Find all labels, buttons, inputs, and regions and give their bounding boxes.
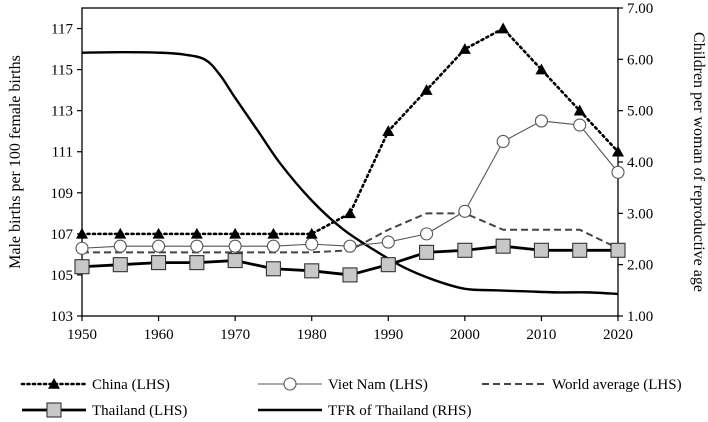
data-point	[305, 237, 319, 251]
right-tick-label: 4.00	[627, 155, 653, 171]
data-point	[189, 255, 205, 271]
right-tick-label: 7.00	[627, 1, 653, 17]
data-point	[457, 242, 473, 258]
legend-marker	[283, 377, 297, 391]
left-tick-label: 111	[52, 145, 73, 161]
data-point	[152, 239, 166, 253]
data-point	[573, 104, 586, 116]
data-point	[420, 227, 434, 241]
series-viet-nam-lhs	[75, 114, 625, 255]
data-point	[75, 241, 89, 255]
x-tick-label: 2010	[526, 327, 556, 343]
data-point	[612, 145, 624, 157]
x-tick-label: 1990	[373, 327, 403, 343]
legend-marker	[46, 402, 62, 418]
series-line	[81, 50, 619, 296]
data-point	[267, 227, 280, 239]
right-tick-label: 6.00	[627, 52, 653, 68]
data-point	[113, 239, 127, 253]
data-point	[533, 242, 549, 258]
data-point	[152, 227, 165, 239]
legend-item: China (LHS)	[20, 377, 170, 393]
legend-item: Viet Nam (LHS)	[258, 377, 428, 393]
left-tick-label: 109	[51, 186, 74, 202]
data-point	[420, 84, 433, 95]
data-point	[458, 204, 472, 218]
legend-label: Viet Nam (LHS)	[328, 377, 428, 393]
left-tick-label: 103	[51, 309, 74, 325]
right-tick-label: 2.00	[627, 258, 653, 274]
legend-item: World average (LHS)	[482, 377, 682, 393]
data-point	[151, 255, 167, 271]
right-tick-label: 3.00	[627, 206, 653, 222]
x-tick-label: 1950	[67, 327, 97, 343]
x-tick-label: 1980	[297, 327, 327, 343]
data-point	[382, 125, 395, 136]
data-point	[344, 207, 356, 219]
data-point	[534, 114, 548, 128]
data-point	[266, 239, 280, 253]
x-tick-label: 2020	[603, 327, 633, 343]
right-axis-title: Children per woman of reproductive age	[690, 32, 707, 292]
left-tick-label: 117	[51, 22, 73, 38]
legend-label: World average (LHS)	[552, 377, 682, 393]
data-point	[343, 239, 357, 253]
data-point	[419, 244, 435, 260]
data-point	[342, 267, 358, 283]
data-point	[305, 227, 318, 239]
data-point	[381, 235, 395, 249]
data-point	[76, 227, 88, 239]
data-point	[497, 22, 510, 34]
data-point	[535, 63, 548, 75]
data-point	[228, 239, 242, 253]
x-tick-label: 1960	[144, 327, 174, 343]
data-point	[227, 253, 243, 269]
left-tick-label: 113	[51, 104, 73, 120]
data-point	[380, 257, 396, 273]
legend-item: TFR of Thailand (RHS)	[258, 403, 471, 419]
data-point	[190, 239, 204, 253]
left-tick-label: 107	[51, 227, 74, 243]
series-line	[80, 27, 620, 236]
data-point	[265, 261, 281, 277]
data-point	[458, 43, 471, 54]
data-point	[495, 238, 511, 254]
series-tfr-of-thailand-rhs	[81, 50, 619, 296]
data-point	[573, 118, 587, 132]
x-tick-label: 2000	[450, 327, 480, 343]
legend-label: China (LHS)	[92, 377, 170, 393]
data-point	[610, 242, 626, 258]
legend: China (LHS) Viet Nam (LHS) World average (…	[20, 377, 682, 419]
data-point	[114, 227, 127, 239]
data-point	[572, 242, 588, 258]
right-tick-label: 1.00	[627, 309, 653, 325]
legend-label: Thailand (LHS)	[92, 403, 187, 419]
data-point	[112, 257, 128, 273]
right-tick-label: 5.00	[627, 104, 653, 120]
data-point	[74, 259, 90, 275]
data-point	[229, 227, 242, 239]
left-tick-label: 115	[51, 63, 73, 79]
data-point	[190, 227, 203, 239]
left-tick-label: 105	[51, 268, 74, 284]
data-point	[611, 165, 625, 179]
x-tick-label: 1970	[220, 327, 250, 343]
series-thailand-lhs	[74, 238, 626, 283]
series-china-lhs	[76, 22, 624, 239]
legend-item: Thailand (LHS)	[22, 402, 187, 419]
data-point	[496, 134, 510, 149]
data-point	[304, 263, 320, 279]
legend-label: TFR of Thailand (RHS)	[328, 403, 471, 419]
legend-marker	[48, 378, 60, 389]
left-axis-title: Male births per 100 female births	[7, 55, 24, 269]
